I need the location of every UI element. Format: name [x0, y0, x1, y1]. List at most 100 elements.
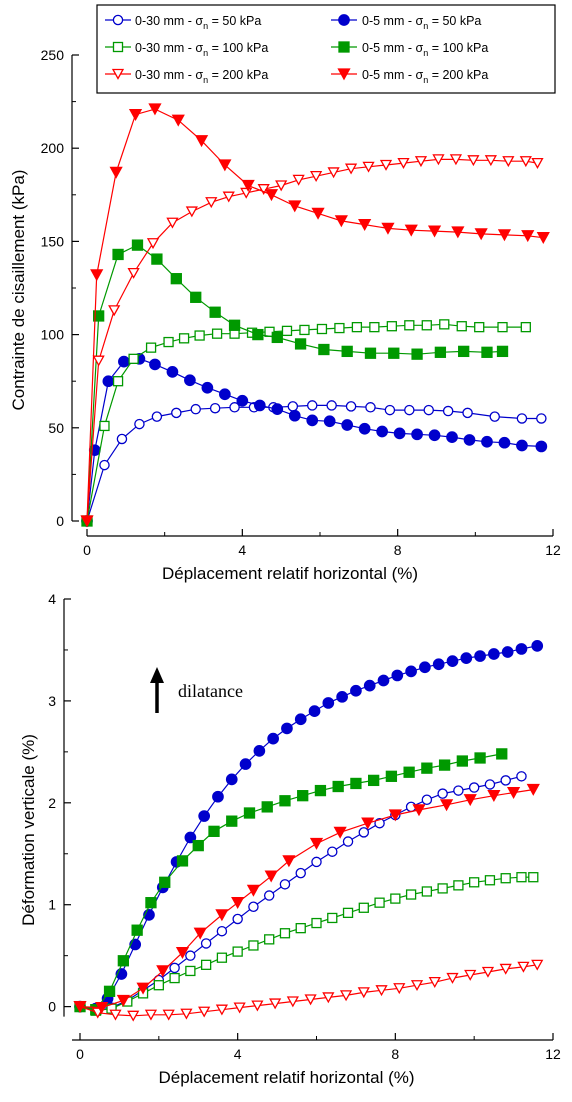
- data-point: [467, 155, 480, 167]
- data-point: [144, 1009, 158, 1021]
- data-point: [128, 108, 143, 121]
- series-2: [74, 872, 539, 1016]
- data-point: [439, 319, 450, 330]
- data-point: [428, 977, 441, 989]
- data-point: [109, 166, 123, 179]
- data-point: [99, 420, 110, 432]
- series-1: [81, 352, 548, 527]
- data-point: [468, 782, 480, 793]
- data-point: [297, 790, 309, 802]
- data-point: [90, 269, 104, 282]
- data-point: [421, 762, 433, 774]
- legend-item: 0-5 mm - σn = 100 kPa: [331, 41, 488, 58]
- data-point: [500, 775, 511, 786]
- data-point: [342, 836, 354, 847]
- y-tick-label: 200: [41, 140, 65, 156]
- legend-label: 0-5 mm - σn = 200 kPa: [362, 68, 488, 85]
- data-point: [333, 826, 347, 839]
- data-point: [358, 827, 370, 838]
- y-tick-label: 0: [56, 513, 64, 529]
- data-point: [327, 167, 340, 179]
- series-5: [80, 103, 550, 528]
- data-point: [231, 897, 245, 910]
- y-tick-label: 250: [41, 47, 65, 63]
- x-tick-label: 8: [394, 542, 402, 558]
- data-point: [311, 207, 325, 220]
- data-point: [209, 402, 221, 414]
- data-point: [216, 925, 228, 937]
- data-point: [484, 875, 496, 886]
- data-point: [323, 415, 336, 428]
- data-point: [411, 348, 423, 360]
- series-line: [86, 358, 542, 522]
- data-point: [362, 161, 375, 173]
- data-point: [190, 403, 201, 415]
- data-point: [134, 418, 145, 430]
- legend-marker: [112, 41, 124, 53]
- data-point: [264, 870, 278, 883]
- x-axis-title: Déplacement relatif horizontal (%): [158, 1068, 414, 1087]
- data-point: [190, 291, 202, 303]
- data-point: [185, 950, 196, 961]
- data-point: [292, 174, 305, 186]
- data-point: [92, 355, 105, 367]
- data-point: [361, 817, 375, 830]
- data-point: [225, 773, 238, 786]
- shear-stress-chart: 0 4 8 12 0 50 100 150 200 250 Déplacement relatif …: [9, 4, 561, 583]
- data-point: [322, 697, 335, 709]
- data-point: [469, 877, 480, 888]
- y-tick-label: 100: [41, 327, 65, 343]
- data-point: [446, 431, 458, 443]
- series-line: [79, 645, 538, 1010]
- data-point: [243, 807, 256, 819]
- data-point: [526, 783, 540, 796]
- data-point: [434, 346, 447, 358]
- data-point: [456, 321, 467, 332]
- data-point: [397, 157, 410, 169]
- data-point: [357, 987, 370, 999]
- data-point: [102, 375, 115, 388]
- data-point: [201, 381, 214, 394]
- data-point: [171, 114, 185, 127]
- data-point: [460, 652, 473, 664]
- data-point: [327, 912, 338, 924]
- data-point: [198, 810, 211, 822]
- data-point: [453, 880, 464, 891]
- data-point: [336, 690, 348, 703]
- x-tick-label: 12: [545, 1046, 561, 1062]
- up-arrow-head: [150, 667, 164, 683]
- data-point: [332, 780, 344, 793]
- data-point: [462, 407, 473, 419]
- data-point: [497, 321, 508, 333]
- data-point: [334, 215, 348, 228]
- data-point: [410, 980, 424, 992]
- data-point: [295, 867, 306, 879]
- data-point: [365, 402, 376, 413]
- data-point: [287, 401, 299, 412]
- data-point: [205, 197, 218, 209]
- data-point: [215, 1004, 229, 1016]
- data-point: [501, 646, 514, 658]
- data-point: [517, 961, 530, 973]
- data-point: [384, 404, 396, 416]
- data-point: [528, 872, 539, 883]
- data-point: [516, 771, 527, 782]
- data-point: [375, 985, 388, 997]
- legend-label: 0-5 mm - σn = 100 kPa: [362, 41, 488, 58]
- y-tick-label: 3: [48, 693, 56, 709]
- data-point: [116, 433, 128, 445]
- data-point: [200, 959, 212, 970]
- data-point: [403, 766, 415, 778]
- data-point: [170, 273, 182, 285]
- data-point: [481, 435, 493, 448]
- data-point: [369, 321, 380, 333]
- data-point: [438, 759, 451, 771]
- data-point: [299, 324, 310, 336]
- data-point: [377, 674, 390, 687]
- data-point: [185, 206, 198, 218]
- data-point: [127, 1010, 140, 1022]
- series-0: [74, 771, 527, 1014]
- data-point: [163, 336, 174, 348]
- data-point: [304, 994, 317, 1006]
